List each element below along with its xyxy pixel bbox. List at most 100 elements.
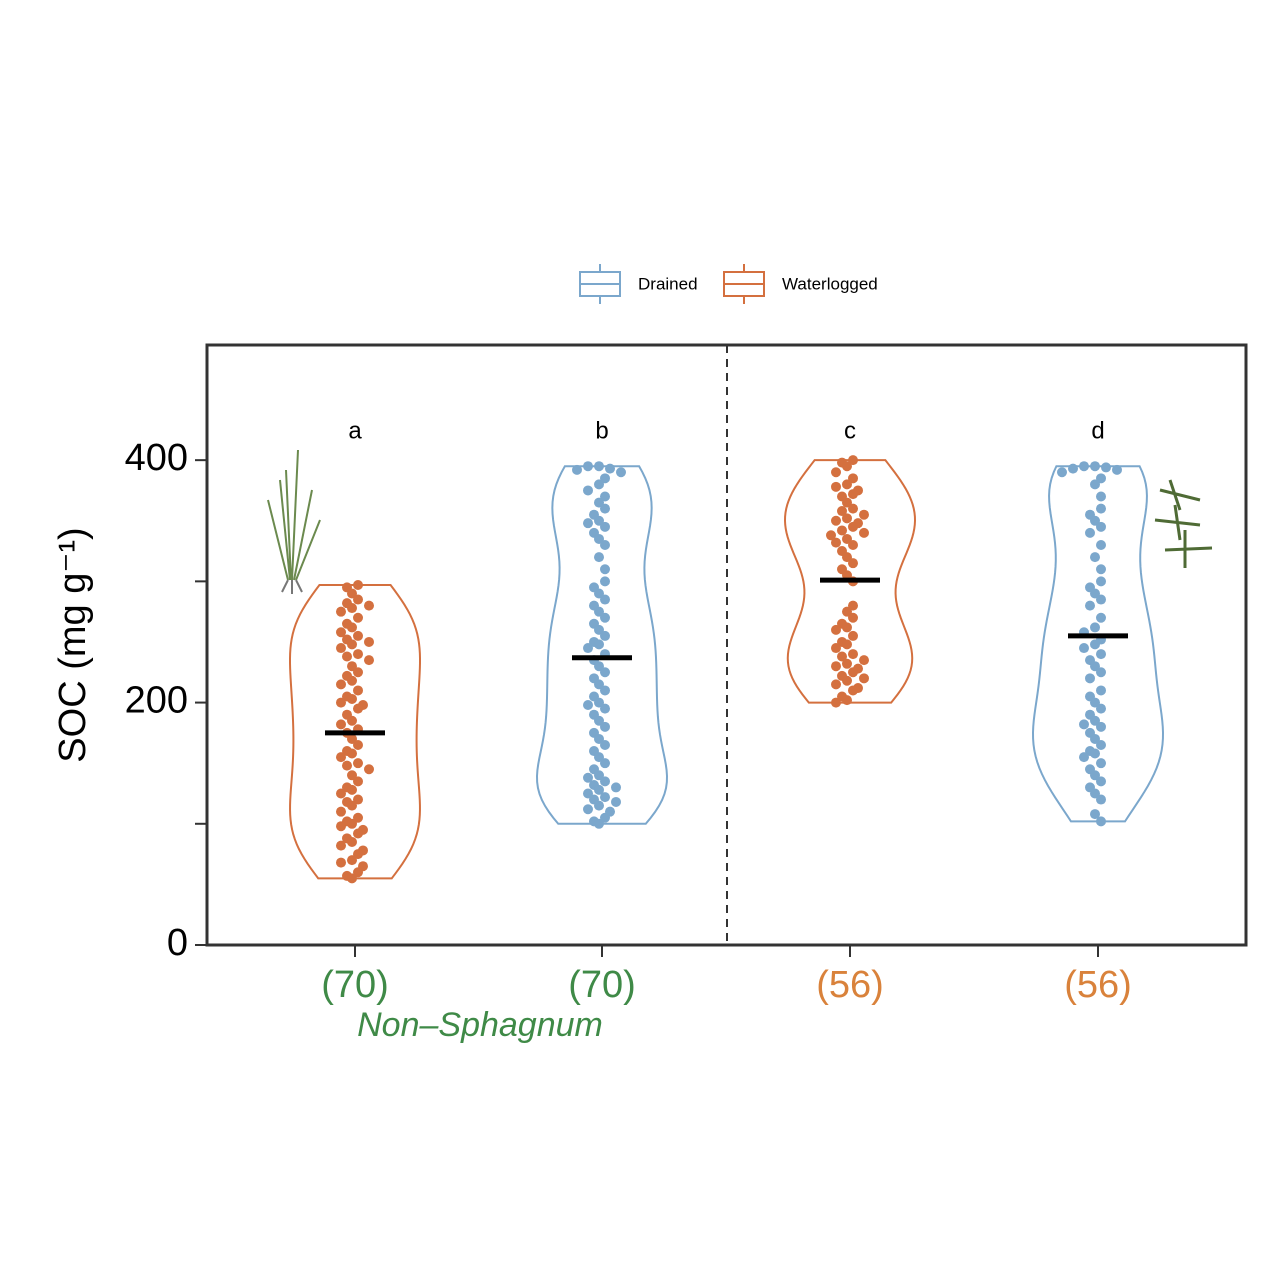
data-point: [336, 806, 346, 817]
data-point: [364, 600, 374, 611]
data-point: [848, 612, 858, 623]
data-point: [572, 464, 582, 475]
data-point: [347, 784, 357, 795]
data-point: [1096, 594, 1106, 605]
data-point: [1096, 491, 1106, 502]
data-point: [1079, 719, 1089, 730]
data-point: [600, 576, 610, 587]
legend-label: Drained: [638, 274, 698, 293]
grass-icon: [267, 449, 321, 594]
data-point: [336, 643, 346, 654]
data-point: [347, 748, 357, 759]
data-point: [842, 479, 852, 490]
data-point: [831, 697, 841, 708]
data-point: [1079, 643, 1089, 654]
data-point: [837, 506, 847, 517]
data-point: [347, 855, 357, 866]
data-point: [600, 540, 610, 550]
data-point: [1101, 462, 1111, 473]
violin: [783, 459, 917, 704]
data-point: [837, 525, 847, 536]
data-point: [347, 800, 357, 811]
data-point: [364, 764, 374, 775]
data-point: [848, 685, 858, 696]
data-point: [611, 782, 621, 793]
data-point: [600, 721, 610, 732]
data-point: [336, 606, 346, 617]
data-point: [353, 758, 363, 769]
data-point: [600, 630, 610, 641]
data-point: [859, 509, 869, 520]
group-letter: a: [348, 417, 362, 444]
data-point: [848, 521, 858, 532]
data-point: [1096, 740, 1106, 750]
data-point: [583, 772, 593, 783]
data-point: [600, 612, 610, 623]
moss-icon: [1154, 479, 1213, 568]
group-letter: b: [595, 417, 608, 444]
data-point: [1090, 809, 1100, 820]
data-point: [842, 622, 852, 633]
data-point: [1085, 527, 1095, 538]
data-point: [600, 503, 610, 514]
data-point: [1096, 540, 1106, 550]
data-point: [347, 622, 357, 633]
x-tick-label: (70): [568, 964, 636, 1006]
data-point: [342, 651, 352, 662]
data-point: [347, 818, 357, 829]
group-label: Non–Sphagnum: [357, 1006, 603, 1044]
data-point: [1096, 521, 1106, 532]
data-point: [1090, 461, 1100, 472]
y-axis-title: SOC (mg g⁻¹): [52, 527, 94, 762]
data-point: [353, 828, 363, 839]
data-point: [1096, 667, 1106, 678]
data-point: [842, 695, 852, 706]
data-point: [336, 857, 346, 868]
data-point: [842, 639, 852, 650]
data-point: [353, 594, 363, 605]
data-point: [347, 715, 357, 726]
data-point: [1096, 503, 1106, 514]
data-point: [1096, 721, 1106, 732]
data-point: [336, 719, 346, 730]
data-point: [347, 639, 357, 650]
data-point: [842, 658, 852, 669]
group-letter: c: [844, 417, 856, 444]
data-point: [353, 740, 363, 750]
data-point: [859, 673, 869, 684]
data-point: [600, 521, 610, 532]
data-point: [1096, 612, 1106, 623]
data-point: [1096, 649, 1106, 660]
data-point: [583, 700, 593, 710]
y-tick-label: 400: [125, 437, 188, 479]
data-point: [342, 760, 352, 771]
data-point: [1079, 461, 1089, 472]
violin: [288, 584, 422, 880]
data-point: [347, 693, 357, 704]
data-point: [1068, 463, 1078, 474]
data-point: [848, 649, 858, 660]
data-point: [826, 530, 836, 541]
data-point: [848, 489, 858, 500]
data-point: [831, 643, 841, 654]
data-point: [848, 558, 858, 569]
data-point: [583, 461, 593, 472]
data-point: [600, 792, 610, 803]
data-point: [1096, 758, 1106, 769]
data-point: [1096, 685, 1106, 696]
data-point: [336, 821, 346, 832]
data-point: [347, 873, 357, 884]
data-point: [848, 667, 858, 678]
violin: [1031, 465, 1165, 823]
data-point: [583, 518, 593, 529]
data-point: [594, 639, 604, 650]
data-point: [353, 685, 363, 696]
data-point: [353, 703, 363, 714]
data-point: [353, 612, 363, 623]
data-point: [594, 784, 604, 795]
group-letter: d: [1091, 417, 1104, 444]
data-point: [831, 481, 841, 492]
data-point: [600, 758, 610, 769]
data-point: [583, 643, 593, 654]
data-point: [1090, 622, 1100, 633]
